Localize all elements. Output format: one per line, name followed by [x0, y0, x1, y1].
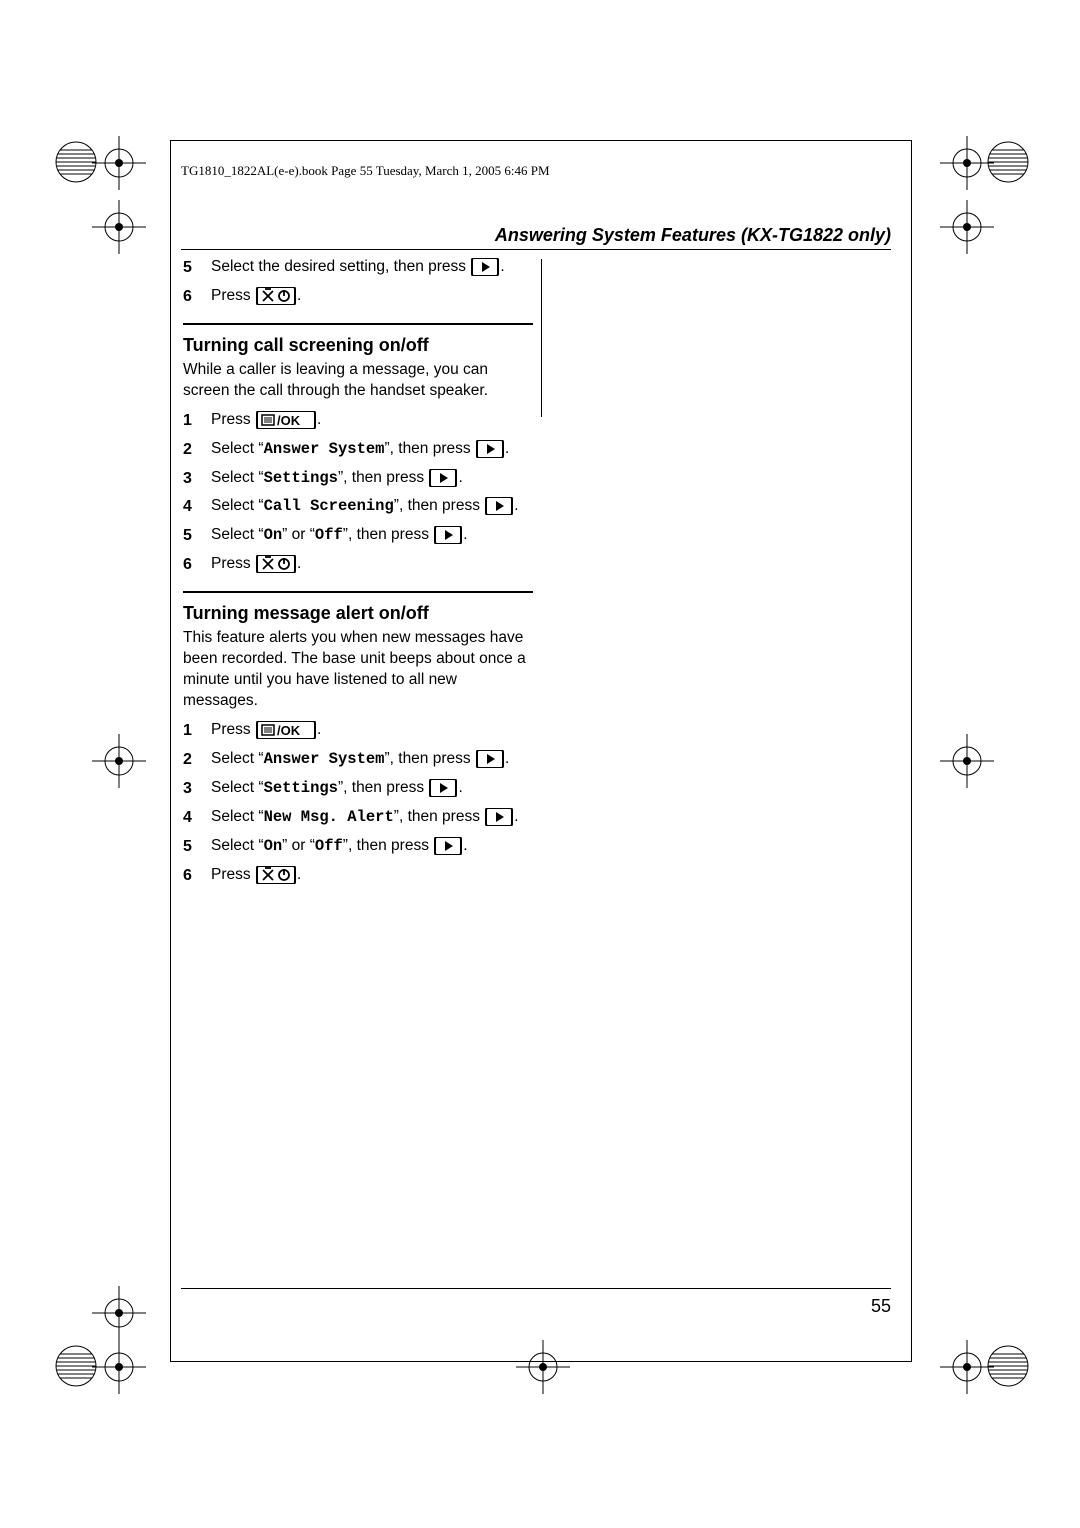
- section-rule: [183, 323, 533, 325]
- reg-mark: [940, 734, 994, 788]
- step: Select “Call Screening”, then press .: [183, 496, 533, 519]
- step-text: Select “: [211, 497, 264, 514]
- rule-top: [181, 249, 891, 250]
- section-rule: [183, 591, 533, 593]
- step-text: Select “: [211, 469, 264, 486]
- right-arrow-button-icon: [475, 440, 505, 462]
- step-text: ”, then press: [343, 526, 433, 543]
- menu-ok-button-icon: [255, 411, 317, 433]
- step-text: Select “: [211, 750, 264, 767]
- right-arrow-button-icon: [475, 750, 505, 772]
- step-text: ”, then press: [338, 779, 428, 796]
- step: Select “Settings”, then press .: [183, 778, 533, 801]
- right-arrow-button-icon: [433, 526, 463, 548]
- reg-mark: [940, 1340, 994, 1394]
- step-text: Select “: [211, 779, 264, 796]
- step-text: Select “: [211, 526, 264, 543]
- page-number: 55: [871, 1296, 891, 1317]
- mono-text: Answer System: [264, 750, 385, 768]
- running-head: Answering System Features (KX-TG1822 onl…: [495, 225, 891, 246]
- step-text: ” or “: [282, 837, 315, 854]
- step-text: ”, then press: [394, 497, 484, 514]
- rule-bottom: [181, 1288, 891, 1289]
- reg-mark: [92, 734, 146, 788]
- step: Press .: [183, 410, 533, 433]
- continuation-steps: Select the desired setting, then press .…: [183, 257, 533, 309]
- left-column: Select the desired setting, then press .…: [183, 257, 533, 895]
- reg-mark: [92, 1340, 146, 1394]
- right-arrow-button-icon: [428, 779, 458, 801]
- step-text: Select “: [211, 440, 264, 457]
- right-arrow-button-icon: [433, 837, 463, 859]
- step: Press .: [183, 554, 533, 577]
- mono-text: On: [264, 837, 283, 855]
- mono-text: Off: [315, 526, 343, 544]
- step-text: Select the desired setting, then press: [211, 258, 470, 275]
- step: Press .: [183, 286, 533, 309]
- right-arrow-button-icon: [484, 808, 514, 830]
- menu-ok-button-icon: [255, 721, 317, 743]
- mono-text: New Msg. Alert: [264, 808, 394, 826]
- step-text: Press: [211, 721, 255, 738]
- step: Select “On” or “Off”, then press .: [183, 836, 533, 859]
- step: Select “On” or “Off”, then press .: [183, 525, 533, 548]
- step: Select the desired setting, then press .: [183, 257, 533, 280]
- mono-text: Settings: [264, 469, 338, 487]
- right-arrow-button-icon: [484, 497, 514, 519]
- mono-text: On: [264, 526, 283, 544]
- mono-text: Settings: [264, 779, 338, 797]
- power-off-button-icon: [255, 866, 297, 888]
- mono-text: Answer System: [264, 440, 385, 458]
- section-intro: This feature alerts you when new message…: [183, 628, 533, 712]
- reg-mark: [92, 1286, 146, 1340]
- reg-mark: [940, 136, 994, 190]
- page-frame: TG1810_1822AL(e-e).book Page 55 Tuesday,…: [170, 140, 912, 1362]
- power-off-button-icon: [255, 555, 297, 577]
- section-title: Turning message alert on/off: [183, 603, 533, 624]
- reg-mark: [92, 136, 146, 190]
- power-off-button-icon: [255, 287, 297, 309]
- mono-text: Off: [315, 837, 343, 855]
- step: Select “New Msg. Alert”, then press .: [183, 807, 533, 830]
- section-title: Turning call screening on/off: [183, 335, 533, 356]
- reg-mark: [940, 200, 994, 254]
- section-intro: While a caller is leaving a message, you…: [183, 360, 533, 402]
- mono-text: Call Screening: [264, 497, 394, 515]
- step-text: Select “: [211, 837, 264, 854]
- column-divider: [541, 259, 542, 417]
- section-steps: Press .Select “Answer System”, then pres…: [183, 720, 533, 888]
- step: Select “Answer System”, then press .: [183, 439, 533, 462]
- step-text: Press: [211, 287, 255, 304]
- right-arrow-button-icon: [470, 258, 500, 280]
- reg-mark: [92, 200, 146, 254]
- step-text: ” or “: [282, 526, 315, 543]
- step-text: Select “: [211, 808, 264, 825]
- step: Press .: [183, 720, 533, 743]
- step: Press .: [183, 865, 533, 888]
- step-text: ”, then press: [384, 440, 474, 457]
- step-text: Press: [211, 411, 255, 428]
- step-text: Press: [211, 555, 255, 572]
- section-steps: Press .Select “Answer System”, then pres…: [183, 410, 533, 578]
- step: Select “Settings”, then press .: [183, 468, 533, 491]
- step: Select “Answer System”, then press .: [183, 749, 533, 772]
- right-arrow-button-icon: [428, 469, 458, 491]
- book-header: TG1810_1822AL(e-e).book Page 55 Tuesday,…: [181, 163, 550, 179]
- step-text: ”, then press: [384, 750, 474, 767]
- step-text: Press: [211, 866, 255, 883]
- step-text: ”, then press: [343, 837, 433, 854]
- step-text: ”, then press: [338, 469, 428, 486]
- step-text: ”, then press: [394, 808, 484, 825]
